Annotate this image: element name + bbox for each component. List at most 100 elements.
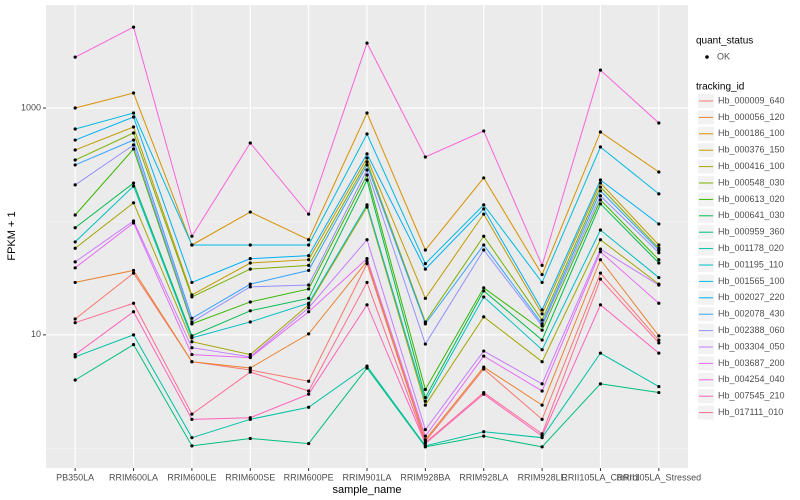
x-tick-label: RRIM928BA [400,472,450,482]
data-point [598,202,603,206]
data-point [540,328,544,332]
data-point [540,360,544,364]
data-point [365,178,369,182]
data-point [307,389,311,393]
data-point [307,287,311,291]
data-point [307,306,311,310]
data-point [190,280,194,285]
data-point [423,387,427,392]
data-point [598,185,603,189]
data-point [482,234,486,238]
data-point [657,334,661,338]
data-point [73,321,77,325]
data-point [73,378,77,382]
data-point [482,354,486,358]
data-point [657,341,661,345]
data-point [365,364,369,368]
x-tick-label: RRIM928LE [518,472,567,482]
data-point [657,283,661,287]
legend-label: Hb_004254_040 [718,374,785,384]
data-point [248,257,252,261]
x-tick-label: RRIM600LE [167,472,216,482]
data-point [540,445,544,449]
data-point [131,271,136,275]
data-point [190,412,194,416]
data-point [540,403,544,407]
data-point [540,434,544,438]
y-axis-title: FPKM + 1 [6,211,18,260]
data-point [131,221,136,225]
data-point [482,129,486,133]
data-point [598,258,603,262]
data-point [598,271,603,275]
data-point [598,178,603,182]
data-point [423,403,427,407]
legend-label: Hb_002078_430 [718,309,785,319]
data-point [131,131,136,135]
data-point [73,240,77,244]
data-point [482,295,486,299]
legend-label: Hb_002388_060 [718,325,785,335]
data-point [598,351,603,355]
data-point [598,181,603,185]
data-point [190,316,194,320]
data-point [248,370,252,374]
data-point [365,168,369,172]
y-tick-label: 1000 [21,102,41,112]
legend-label: Hb_017111_010 [718,407,783,417]
data-point [73,138,77,142]
data-point [365,280,369,285]
data-point [423,248,427,252]
data-point [423,342,427,346]
data-point [365,163,369,167]
data-point [482,315,486,319]
data-point [598,130,603,134]
data-point [131,310,136,314]
data-point [190,360,194,364]
data-point [131,184,136,188]
x-tick-label: RRIM600PE [284,472,334,482]
data-point [131,91,136,95]
data-point [423,322,427,326]
data-point [190,417,194,421]
x-axis-title: sample_name [332,484,401,496]
x-tick-label: RRII105LA_Control [561,472,639,482]
data-point [73,226,77,230]
data-point [657,170,661,174]
legend-label: Hb_002027_220 [718,292,785,302]
data-point [307,392,311,396]
data-point [540,318,544,322]
data-point [73,317,77,321]
data-point [482,248,486,252]
data-point [307,263,311,267]
data-point [73,352,77,357]
data-point [307,283,311,287]
data-point [482,286,486,290]
data-point [190,243,194,247]
data-point [248,282,252,286]
point-legend-title: quant_status [696,36,753,47]
data-point [248,366,252,370]
data-point [248,356,252,360]
data-point [365,111,369,115]
data-point [540,272,544,277]
data-point [482,365,486,369]
legend-label: Hb_000376_150 [718,145,785,155]
y-tick-label: 10 [31,329,41,339]
legend-label: Hb_001195_110 [718,259,783,269]
data-point [657,351,661,355]
data-point [73,266,77,270]
data-point [73,246,77,250]
data-point [248,261,252,265]
data-point [131,143,136,147]
data-point [365,261,369,266]
data-point [73,260,77,264]
legend-point [705,55,709,59]
data-point [131,201,136,205]
data-point [248,141,252,145]
data-point [482,203,486,207]
x-tick-label: RRIM901LA [342,472,391,482]
data-point [365,203,369,207]
data-point [423,428,427,432]
data-point [423,441,427,445]
